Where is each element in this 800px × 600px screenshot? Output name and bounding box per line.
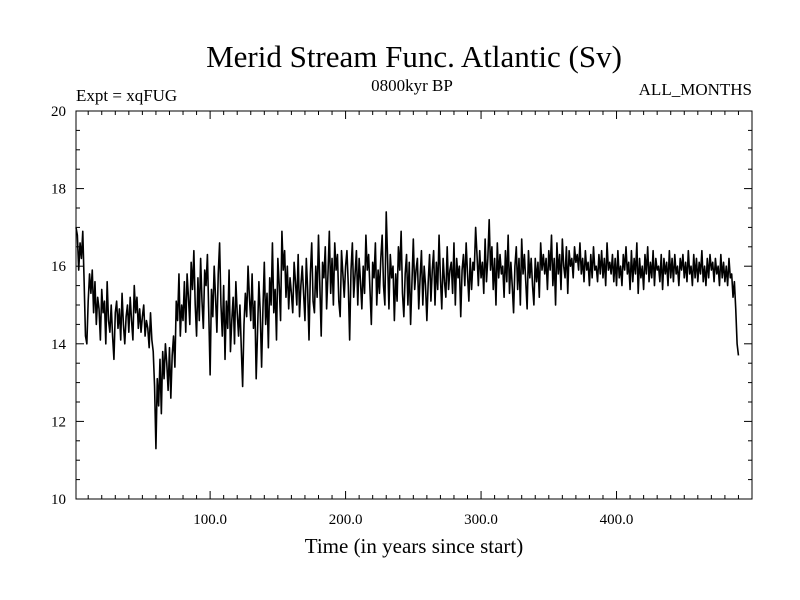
x-tick-label: 400.0 xyxy=(600,512,634,528)
x-tick-label: 300.0 xyxy=(464,512,498,528)
period-label: 0800kyr BP xyxy=(371,76,453,95)
chart-title: Merid Stream Func. Atlantic (Sv) xyxy=(206,39,622,74)
series-group xyxy=(75,211,740,450)
tick-labels: 10 12 14 16 18 20 100.0 200.0 300.0 400.0 xyxy=(51,104,633,528)
series-line xyxy=(75,211,740,450)
months-label: ALL_MONTHS xyxy=(639,80,752,99)
y-tick-label: 18 xyxy=(51,182,66,198)
y-tick-label: 10 xyxy=(51,492,66,508)
experiment-label: Expt = xqFUG xyxy=(76,86,177,105)
y-tick-label: 12 xyxy=(51,414,66,430)
x-tick-label: 100.0 xyxy=(193,512,227,528)
x-axis-title: Time (in years since start) xyxy=(305,534,524,558)
y-tick-label: 16 xyxy=(51,259,67,275)
x-tick-label: 200.0 xyxy=(329,512,363,528)
y-tick-label: 14 xyxy=(51,337,67,353)
axis-ticks xyxy=(76,110,753,500)
y-tick-label: 20 xyxy=(51,104,66,120)
